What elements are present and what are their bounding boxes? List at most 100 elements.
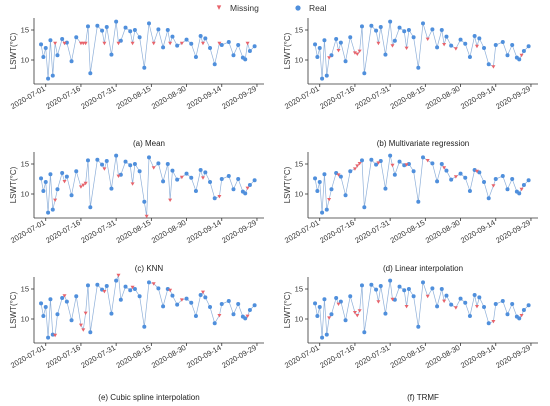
real-point	[137, 294, 142, 299]
missing-point	[168, 288, 173, 293]
real-point	[439, 162, 444, 166]
legend-missing-marker: ▾	[217, 2, 222, 12]
missing-point	[168, 198, 173, 202]
real-point	[421, 21, 425, 26]
real-point	[95, 282, 100, 287]
panel-6: 10152020-07-012020-07-162020-07-312020-0…	[283, 277, 538, 402]
real-point	[50, 73, 55, 78]
real-point	[362, 205, 367, 210]
real-point	[109, 52, 114, 57]
missing-point	[404, 163, 409, 167]
x-tick-label: 2020-07-31	[353, 218, 391, 245]
missing-point	[179, 175, 184, 180]
real-point	[226, 174, 231, 178]
real-point	[467, 314, 472, 318]
real-point	[430, 286, 435, 291]
real-point	[315, 189, 320, 193]
real-point	[64, 299, 69, 304]
real-point	[526, 178, 531, 183]
missing-point	[352, 51, 357, 55]
missing-point	[376, 300, 381, 304]
y-axis-label: LSWT(°C)	[9, 291, 18, 328]
missing-point	[130, 41, 135, 46]
panel-1: 10152020-07-012020-07-162020-07-312020-0…	[9, 18, 264, 148]
missing-point	[425, 294, 430, 299]
x-tick-label: 2020-07-01	[283, 84, 321, 111]
real-point	[212, 196, 217, 201]
x-tick-label: 2020-07-01	[283, 343, 321, 370]
x-tick-label: 2020-08-30	[424, 218, 462, 245]
real-point	[252, 44, 257, 49]
real-point	[219, 302, 224, 306]
real-point	[184, 296, 189, 301]
real-point	[402, 288, 407, 293]
real-point	[444, 168, 449, 173]
missing-point	[130, 285, 135, 290]
real-point	[64, 174, 69, 179]
real-point	[85, 283, 90, 288]
real-point	[198, 293, 203, 297]
real-point	[193, 189, 198, 193]
y-tick-label: 15	[21, 26, 29, 35]
real-point	[46, 335, 51, 340]
real-point	[388, 153, 393, 158]
real-point	[320, 335, 325, 340]
missing-point	[62, 180, 67, 184]
real-point	[458, 171, 463, 176]
real-point	[313, 301, 318, 306]
missing-point	[83, 181, 88, 186]
missing-point	[179, 298, 184, 302]
real-point	[317, 180, 322, 184]
missing-point	[62, 41, 67, 46]
real-point	[231, 312, 236, 317]
x-tick-label: 2020-07-31	[79, 343, 117, 370]
real-point	[161, 179, 166, 184]
missing-point	[491, 65, 496, 69]
real-point	[430, 161, 435, 166]
real-point	[383, 186, 388, 191]
real-point	[463, 41, 468, 46]
x-tick-label: 2020-07-16	[318, 84, 356, 111]
x-tick-label: 2020-09-29	[494, 218, 532, 245]
real-point	[208, 180, 213, 184]
real-point	[493, 302, 498, 306]
missing-point	[474, 305, 479, 309]
real-point	[348, 35, 353, 40]
real-point	[505, 312, 510, 317]
real-point	[165, 28, 170, 32]
real-point	[41, 55, 46, 59]
panel-caption: (a) Mean	[133, 139, 165, 148]
real-point	[236, 302, 241, 306]
missing-point	[357, 49, 362, 53]
real-point	[189, 41, 194, 46]
real-point	[104, 284, 109, 288]
real-point	[114, 278, 119, 283]
real-point	[449, 177, 454, 182]
missing-point	[53, 41, 58, 46]
real-point	[184, 171, 189, 176]
real-point	[85, 24, 90, 29]
missing-point	[425, 159, 430, 163]
real-point	[472, 168, 477, 172]
real-point	[406, 287, 411, 291]
real-point	[114, 19, 119, 24]
real-point	[198, 168, 203, 172]
real-point	[378, 25, 383, 29]
missing-point	[404, 46, 409, 50]
series-line	[40, 155, 255, 217]
real-point	[472, 34, 477, 38]
real-point	[444, 34, 449, 39]
series-line	[314, 280, 529, 338]
x-tick-label: 2020-09-14	[459, 218, 497, 245]
real-point	[231, 187, 236, 192]
missing-point	[519, 53, 524, 58]
real-point	[397, 159, 402, 164]
real-point	[55, 187, 60, 192]
real-point	[510, 302, 515, 306]
panel-caption: (c) KNN	[135, 264, 164, 273]
real-point	[324, 73, 329, 78]
real-point	[435, 45, 440, 50]
real-point	[500, 40, 505, 44]
real-point	[114, 153, 119, 158]
real-point	[500, 174, 505, 178]
